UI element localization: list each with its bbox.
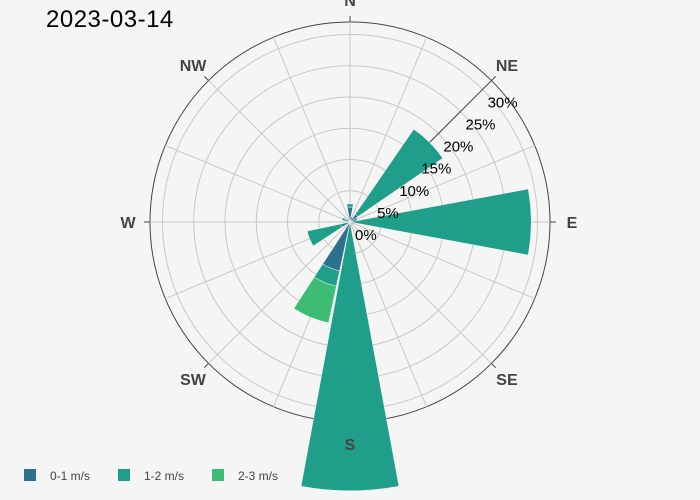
legend-label: 0-1 m/s (50, 469, 90, 483)
legend-swatch (118, 469, 130, 481)
angular-tick (203, 363, 209, 369)
legend-item[interactable]: 0-1 m/s (24, 469, 90, 483)
direction-label-s: S (345, 437, 356, 454)
polar-spoke (349, 221, 492, 364)
radial-tick-label: 0% (355, 227, 377, 244)
direction-label-sw: SW (180, 372, 207, 389)
legend-item[interactable]: 1-2 m/s (118, 469, 184, 483)
polar-spoke (208, 80, 351, 223)
angular-tick (491, 363, 497, 369)
radial-ticks: 0%5%10% 15% 20% 25% 30% (355, 94, 518, 244)
legend-item[interactable]: 2-3 m/s (212, 469, 278, 483)
wind-bar-1-2-m-s (346, 203, 354, 208)
wind-bar-1-2-m-s (300, 221, 400, 492)
direction-label-n: N (344, 0, 356, 10)
direction-label-e: E (567, 215, 578, 232)
legend-label: 2-3 m/s (238, 469, 278, 483)
radial-tick-label: 25% (465, 117, 495, 134)
legend: 0-1 m/s 1-2 m/s 2-3 m/s (24, 469, 278, 483)
chart-title: 2023-03-14 (46, 6, 174, 33)
direction-label-nw: NW (180, 58, 208, 75)
direction-labels: N NE E SE S SW W NW (120, 0, 577, 454)
legend-swatch (24, 469, 36, 481)
wind-bar-1-2-m-s (306, 223, 343, 247)
polar-spoke (349, 37, 427, 223)
radial-tick-label: 20% (443, 139, 473, 156)
polar-spoke (208, 221, 351, 364)
legend-label: 1-2 m/s (144, 469, 184, 483)
bars-layer (293, 128, 532, 492)
direction-label-ne: NE (496, 58, 519, 75)
angular-tick (491, 75, 497, 81)
polar-spoke (273, 37, 351, 223)
legend-swatch (212, 469, 224, 481)
wind-bar-1-2-m-s (354, 128, 444, 218)
polar-spoke (165, 145, 351, 223)
polar-spoke (349, 221, 535, 299)
polar-spoke (349, 221, 427, 407)
radial-tick-label: 10% (399, 183, 429, 200)
direction-label-w: W (120, 215, 136, 232)
wind-bar-1-2-m-s (349, 188, 532, 256)
wind-bar-2-3-m-s (293, 276, 337, 324)
polar-spoke (349, 145, 535, 223)
wind-bar-1-2-m-s (341, 217, 347, 222)
radial-tick-label: 30% (488, 94, 518, 111)
radial-tick-label: 5% (377, 205, 399, 222)
radial-tick-label: 15% (421, 161, 451, 178)
direction-label-se: SE (496, 372, 518, 389)
angular-tick (203, 75, 209, 81)
